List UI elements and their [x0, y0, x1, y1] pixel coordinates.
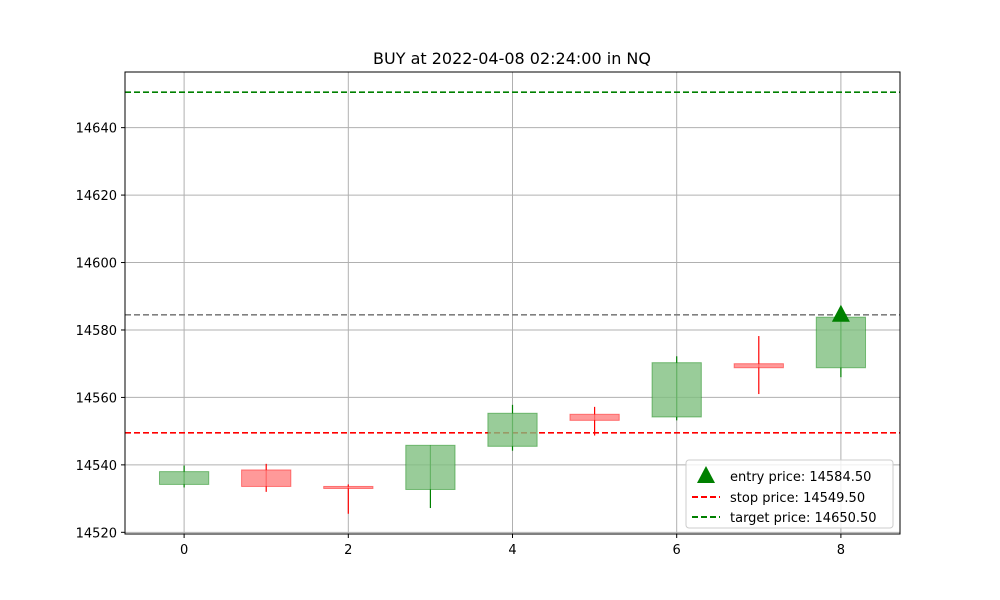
- y-tick-label: 14600: [76, 257, 117, 272]
- candle-body: [241, 469, 292, 487]
- y-tick-label: 14640: [76, 122, 117, 137]
- chart-title: BUY at 2022-04-08 02:24:00 in NQ: [373, 49, 651, 68]
- y-tick-label: 14520: [76, 526, 117, 541]
- candle-body: [733, 363, 784, 369]
- candle-body: [815, 316, 867, 369]
- x-tick-label: 8: [837, 543, 845, 558]
- candle-body: [158, 471, 210, 485]
- legend-entry-triangle-icon: [697, 466, 715, 483]
- y-tick-label: 14580: [76, 324, 117, 339]
- legend-entry-label: entry price: 14584.50: [730, 470, 871, 485]
- candle-body: [487, 412, 538, 447]
- y-tick-label: 14560: [76, 391, 117, 406]
- candle-body: [651, 362, 702, 418]
- legend: entry price: 14584.50 stop price: 14549.…: [685, 459, 894, 529]
- x-axis-ticks: 0 2 4 6 8: [180, 534, 845, 558]
- x-tick-label: 2: [344, 543, 352, 558]
- y-axis-ticks: 14520 14540 14560 14580 14600 14620 14640: [76, 122, 125, 541]
- grid-lines: [125, 72, 900, 534]
- candle-body: [569, 413, 620, 421]
- y-tick-label: 14620: [76, 189, 117, 204]
- legend-box: [685, 459, 894, 529]
- x-tick-label: 0: [180, 543, 188, 558]
- legend-target-label: target price: 14650.50: [730, 511, 877, 526]
- candles: [158, 315, 867, 514]
- entry-marker-layer: [831, 304, 850, 322]
- x-tick-label: 6: [673, 543, 681, 558]
- candle-body: [323, 485, 374, 489]
- y-tick-label: 14540: [76, 459, 117, 474]
- entry-triangle-marker: [831, 304, 850, 322]
- legend-stop-label: stop price: 14549.50: [730, 491, 865, 506]
- candle-body: [405, 444, 456, 490]
- x-tick-label: 4: [508, 543, 516, 558]
